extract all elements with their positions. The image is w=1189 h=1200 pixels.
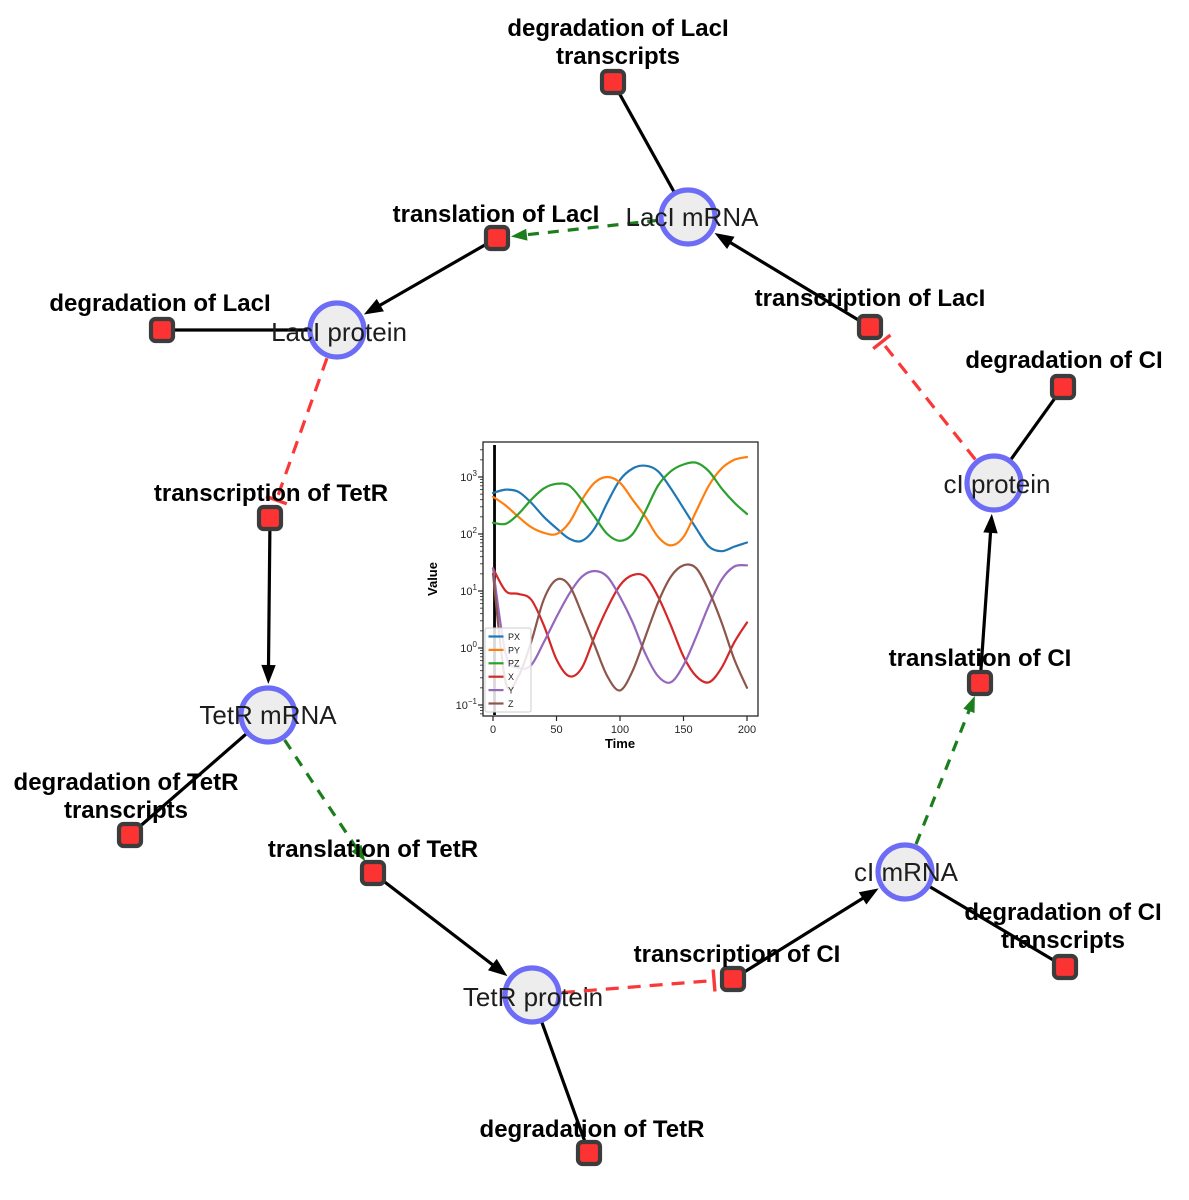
edge-transcription-ci-ci-mrna xyxy=(732,891,873,981)
edge-tetr-mrna-translation-tetr xyxy=(283,739,361,854)
labels-layer: degradation of LacI transcripts translatio… xyxy=(14,15,1163,1143)
species-label-tetr-mrna: TetR mRNA xyxy=(199,700,337,730)
arrowhead-green xyxy=(510,228,528,241)
chart-x-tick-label: 0 xyxy=(490,724,496,736)
arrowhead-green xyxy=(963,696,975,714)
reaction-label-translation-tetr: translation of TetR xyxy=(268,836,478,863)
arrowhead-black xyxy=(858,888,879,905)
reaction-label-transcription-ci: transcription of CI xyxy=(634,941,841,968)
chart-x-tick-label: 150 xyxy=(674,724,692,736)
arrowhead-black xyxy=(487,958,508,977)
reaction-label-deg-ci: degradation of CI xyxy=(965,347,1162,374)
chart-y-tick-label: 100 xyxy=(460,640,477,655)
reaction-label-deg-tetr: degradation of TetR xyxy=(480,1116,705,1143)
reaction-node-transcription-ci xyxy=(719,965,747,993)
chart-line-PY xyxy=(491,455,749,547)
edge-tetr-protein-transcription-ci xyxy=(561,978,715,995)
nodes-layer xyxy=(116,68,1079,1167)
chart-y-tick-label: 10−1 xyxy=(456,697,478,712)
chart-line-PX xyxy=(491,464,749,553)
species-node-laci-mrna xyxy=(658,187,718,247)
chart-axes: 0 50 100 150 200 103 102 101 100 10−1 Time Value xyxy=(425,441,759,751)
inhibitor-bar xyxy=(265,494,288,506)
edge-transcription-laci-laci-mrna xyxy=(720,235,871,329)
chart-line-Y xyxy=(491,563,749,684)
species-node-tetr-mrna xyxy=(238,685,298,745)
species-label-laci-protein: LacI protein xyxy=(271,317,407,347)
reaction-node-translation-laci xyxy=(483,224,511,252)
edge-transcription-tetr-tetr-mrna xyxy=(266,517,272,677)
species-node-tetr-protein xyxy=(502,965,562,1025)
species-label-tetr-protein: TetR protein xyxy=(463,982,603,1012)
edge-translation-tetr-tetr-protein xyxy=(372,871,503,973)
edge-laci-protein-transcription-tetr xyxy=(274,357,329,501)
chart-y-tick-label: 102 xyxy=(460,526,477,541)
reaction-label-translation-laci: translation of LacI xyxy=(393,201,600,228)
arrowhead-black xyxy=(363,298,384,315)
species-label-ci-protein: cI protein xyxy=(944,469,1051,499)
reaction-node-translation-ci xyxy=(966,669,994,697)
species-label-ci-mrna: cI mRNA xyxy=(854,857,959,887)
chart-y-tick-label: 103 xyxy=(460,469,477,484)
species-node-laci-protein xyxy=(307,300,367,360)
inset-chart-canvas: 0 50 100 150 20010310210110010−1TimeValuePXP… xyxy=(425,441,759,751)
legend-label-X: X xyxy=(508,672,514,682)
arrowhead-green xyxy=(351,844,366,862)
chart-x-tick-label: 100 xyxy=(611,724,629,736)
species-label-laci-mrna: LacI mRNA xyxy=(626,202,760,232)
reaction-node-deg-ci-transcripts xyxy=(1051,953,1079,981)
arrowhead-black xyxy=(983,513,998,534)
arrowhead-black xyxy=(714,233,735,250)
reaction-node-translation-tetr xyxy=(359,859,387,887)
reaction-label-deg-laci-transcripts: degradation of LacI transcripts xyxy=(507,15,728,70)
edge-ci-protein-transcription-laci xyxy=(880,340,977,461)
reaction-label-deg-ci-transcripts: degradation of CI transcripts xyxy=(964,899,1161,954)
edge-ci-mrna-translation-ci xyxy=(914,705,973,845)
edge-laci-mrna-translation-laci xyxy=(521,218,659,237)
species-node-ci-protein xyxy=(964,453,1024,513)
legend-label-PZ: PZ xyxy=(508,659,520,669)
chart-line-X xyxy=(491,567,749,684)
legend-label-PY: PY xyxy=(508,645,520,655)
reaction-node-deg-laci xyxy=(148,316,176,344)
reaction-node-transcription-laci xyxy=(856,313,884,341)
reaction-label-transcription-laci: transcription of LacI xyxy=(755,285,986,312)
legend-label-Z: Z xyxy=(508,699,514,709)
reaction-node-transcription-tetr xyxy=(256,504,284,532)
reaction-node-deg-laci-transcripts xyxy=(599,68,627,96)
reaction-label-deg-tetr-transcripts: degradation of TetR transcripts xyxy=(14,769,239,824)
edge-translation-laci-laci-protein xyxy=(370,236,498,312)
reaction-label-deg-laci: degradation of LacI xyxy=(49,290,270,317)
legend-label-Y: Y xyxy=(508,686,514,696)
reaction-node-deg-ci xyxy=(1049,373,1077,401)
reaction-label-transcription-tetr: transcription of TetR xyxy=(154,480,388,507)
chart-ylabel: Value xyxy=(425,562,440,596)
chart-x-tick-label: 50 xyxy=(550,724,562,736)
edge-ci-mrna-deg-ci-transcripts xyxy=(904,870,1066,969)
chart-x-tick-label: 200 xyxy=(738,724,756,736)
reaction-node-deg-tetr xyxy=(575,1139,603,1167)
chart-legend: PX PY PZ XYZ xyxy=(484,627,532,713)
chart-line-PZ xyxy=(491,461,749,542)
inhibitor-bar xyxy=(872,333,892,351)
chart-y-tick-label: 101 xyxy=(460,583,477,598)
edge-tetr-mrna-deg-tetr-transcripts xyxy=(128,713,270,837)
species-node-ci-mrna xyxy=(875,842,935,902)
legend-label-PX: PX xyxy=(508,632,520,642)
reaction-node-deg-tetr-transcripts xyxy=(116,821,144,849)
inhibitor-bar xyxy=(711,969,717,992)
reaction-label-translation-ci: translation of CI xyxy=(889,645,1072,672)
inset-chart: 0 50 100 150 200 103 102 101 100 10−1 Time Value PX P… xyxy=(425,437,777,769)
chart-xlabel: Time xyxy=(605,736,635,751)
arrowhead-black xyxy=(261,664,276,685)
edge-translation-ci-ci-protein xyxy=(978,521,993,684)
